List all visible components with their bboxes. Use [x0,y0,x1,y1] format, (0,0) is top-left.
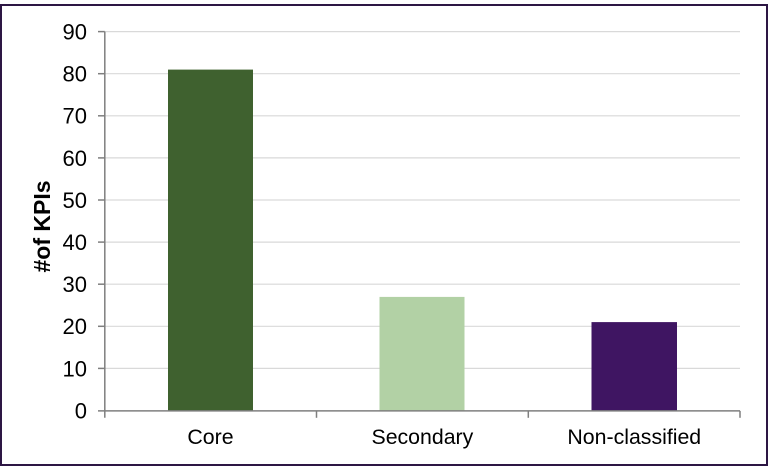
svg-text:Non-classified: Non-classified [567,425,701,449]
svg-text:60: 60 [63,146,87,171]
svg-text:30: 30 [63,272,87,297]
svg-text:20: 20 [63,314,87,339]
svg-text:Core: Core [187,425,233,449]
svg-text:90: 90 [63,20,87,45]
svg-text:70: 70 [63,104,87,129]
svg-text:Secondary: Secondary [371,425,473,449]
svg-text:#of KPIs: #of KPIs [29,180,55,272]
svg-text:10: 10 [63,356,87,381]
svg-text:50: 50 [63,188,87,213]
svg-text:80: 80 [63,62,87,87]
svg-text:40: 40 [63,230,87,255]
svg-text:0: 0 [75,398,87,423]
